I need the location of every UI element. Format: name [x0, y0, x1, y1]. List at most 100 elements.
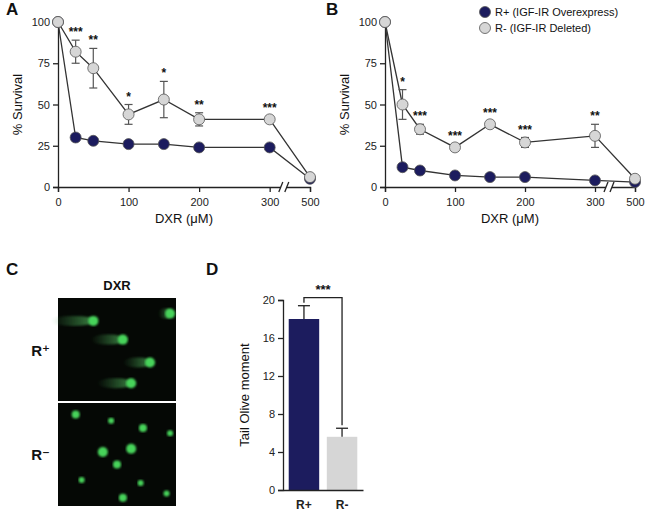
tick-label: 0 — [269, 484, 275, 496]
point — [397, 99, 408, 110]
panel-label: A — [6, 0, 18, 19]
y-axis-title: % Survival — [10, 74, 25, 136]
tick-label: 100 — [446, 196, 464, 208]
x-axis-title: DXR (μM) — [481, 211, 539, 226]
significance: * — [400, 75, 405, 89]
tick: 100 — [120, 187, 138, 208]
point — [630, 173, 641, 184]
image-title: DXR — [103, 278, 131, 293]
point — [158, 139, 169, 150]
significance: ** — [194, 98, 204, 112]
point — [264, 142, 275, 153]
axis-line — [53, 23, 59, 188]
tick-label: 50 — [365, 99, 377, 111]
series — [380, 17, 641, 188]
significance: ** — [89, 33, 99, 47]
series — [53, 17, 316, 183]
point — [123, 109, 134, 120]
point — [450, 142, 461, 153]
axis-break — [279, 182, 289, 192]
tick-label: 300 — [586, 196, 604, 208]
line-panel: 02550751000100200300500DXR (μM)% Surviva… — [337, 6, 645, 226]
comet-head — [118, 335, 128, 345]
divider — [58, 401, 176, 403]
point — [70, 46, 81, 57]
tick-label: 100 — [359, 16, 377, 28]
tick: 200 — [190, 187, 208, 208]
significance: *** — [413, 109, 427, 123]
point — [264, 114, 275, 125]
tick-label: 25 — [365, 140, 377, 152]
tick-label: 0 — [55, 196, 61, 208]
tick: 300 — [586, 187, 604, 208]
panel-label: D — [206, 260, 218, 279]
significance-bracket — [304, 298, 342, 426]
tick: R+ — [296, 490, 312, 512]
nucleus — [98, 447, 108, 457]
tick: 50 — [365, 99, 385, 111]
axis-line — [278, 301, 284, 491]
point — [485, 172, 496, 183]
point — [380, 17, 391, 28]
significance: *** — [69, 25, 83, 39]
comet-head — [88, 316, 98, 326]
tick: 8 — [269, 408, 283, 420]
tick-label: 500 — [301, 196, 319, 208]
row-label: R⁻ — [31, 446, 50, 463]
tick-mark — [455, 187, 456, 192]
tick: 500 — [626, 187, 644, 208]
x-axis: R+R- — [284, 490, 364, 512]
tick: 20 — [263, 294, 283, 306]
tick-label: 300 — [261, 196, 279, 208]
micrograph — [58, 298, 176, 506]
point — [520, 172, 531, 183]
tick-label: 0 — [44, 181, 50, 193]
tick: 300 — [261, 187, 279, 208]
y-axis: 0255075100 — [359, 16, 386, 193]
series — [380, 17, 641, 185]
axis-line — [59, 188, 311, 193]
tick-label: 200 — [190, 196, 208, 208]
significance: *** — [518, 123, 532, 137]
series-line — [58, 22, 310, 179]
tick-label: 4 — [269, 446, 275, 458]
tick-mark — [310, 187, 311, 192]
bar — [289, 319, 319, 490]
tick: 200 — [516, 187, 534, 208]
point — [88, 63, 99, 74]
image-panel: DXRR⁺R⁻ — [31, 278, 176, 506]
series-line — [385, 22, 635, 182]
point — [450, 170, 461, 181]
legend-entry: R- (IGF-IR Deleted) — [480, 22, 591, 34]
nucleus — [79, 477, 85, 483]
tick-label: 8 — [269, 408, 275, 420]
panel-label: B — [326, 0, 338, 19]
tick-mark — [53, 146, 58, 147]
point — [194, 114, 205, 125]
comet-head — [165, 309, 175, 319]
point — [380, 17, 391, 28]
series-line — [58, 22, 310, 177]
tick-label: 100 — [120, 196, 138, 208]
tick-mark — [278, 338, 283, 339]
tick: 75 — [365, 57, 385, 69]
nucleus — [139, 424, 147, 432]
point — [194, 142, 205, 153]
tick-label: 0 — [382, 196, 388, 208]
series — [53, 17, 316, 185]
y-axis-title: Tail Olive moment — [237, 343, 252, 447]
tick-label: 500 — [626, 196, 644, 208]
significance: *** — [263, 101, 277, 115]
nucleus — [138, 480, 144, 486]
point — [53, 17, 64, 28]
bar — [327, 437, 357, 490]
tick: 0 — [55, 187, 61, 208]
nucleus — [108, 418, 114, 424]
significance: * — [126, 90, 131, 104]
tick-label: 25 — [38, 140, 50, 152]
figure: A02550751000100200300500DXR (μM)% Surviv… — [0, 0, 656, 522]
legend-swatch — [480, 7, 491, 18]
axis-line — [284, 490, 364, 491]
tick-mark — [270, 187, 271, 192]
point — [123, 139, 134, 150]
